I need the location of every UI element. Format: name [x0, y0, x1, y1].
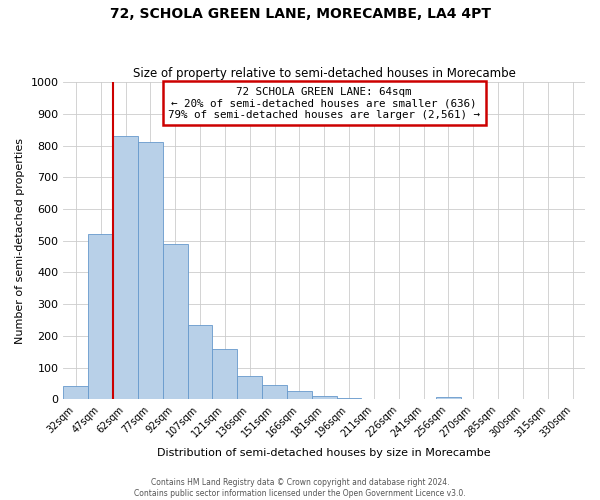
Bar	[337, 398, 361, 400]
Bar	[287, 392, 312, 400]
Bar	[262, 385, 287, 400]
X-axis label: Distribution of semi-detached houses by size in Morecambe: Distribution of semi-detached houses by …	[157, 448, 491, 458]
Bar	[64, 386, 88, 400]
Bar	[237, 376, 262, 400]
Bar	[212, 348, 237, 400]
Text: Contains HM Land Registry data © Crown copyright and database right 2024.
Contai: Contains HM Land Registry data © Crown c…	[134, 478, 466, 498]
Bar	[113, 136, 138, 400]
Text: 72, SCHOLA GREEN LANE, MORECAMBE, LA4 4PT: 72, SCHOLA GREEN LANE, MORECAMBE, LA4 4P…	[110, 8, 491, 22]
Title: Size of property relative to semi-detached houses in Morecambe: Size of property relative to semi-detach…	[133, 66, 515, 80]
Bar	[188, 325, 212, 400]
Bar	[312, 396, 337, 400]
Bar	[436, 397, 461, 400]
Bar	[138, 142, 163, 400]
Y-axis label: Number of semi-detached properties: Number of semi-detached properties	[15, 138, 25, 344]
Text: 72 SCHOLA GREEN LANE: 64sqm  
← 20% of semi-detached houses are smaller (636)
79: 72 SCHOLA GREEN LANE: 64sqm ← 20% of sem…	[168, 87, 480, 120]
Bar	[88, 234, 113, 400]
Bar	[163, 244, 188, 400]
